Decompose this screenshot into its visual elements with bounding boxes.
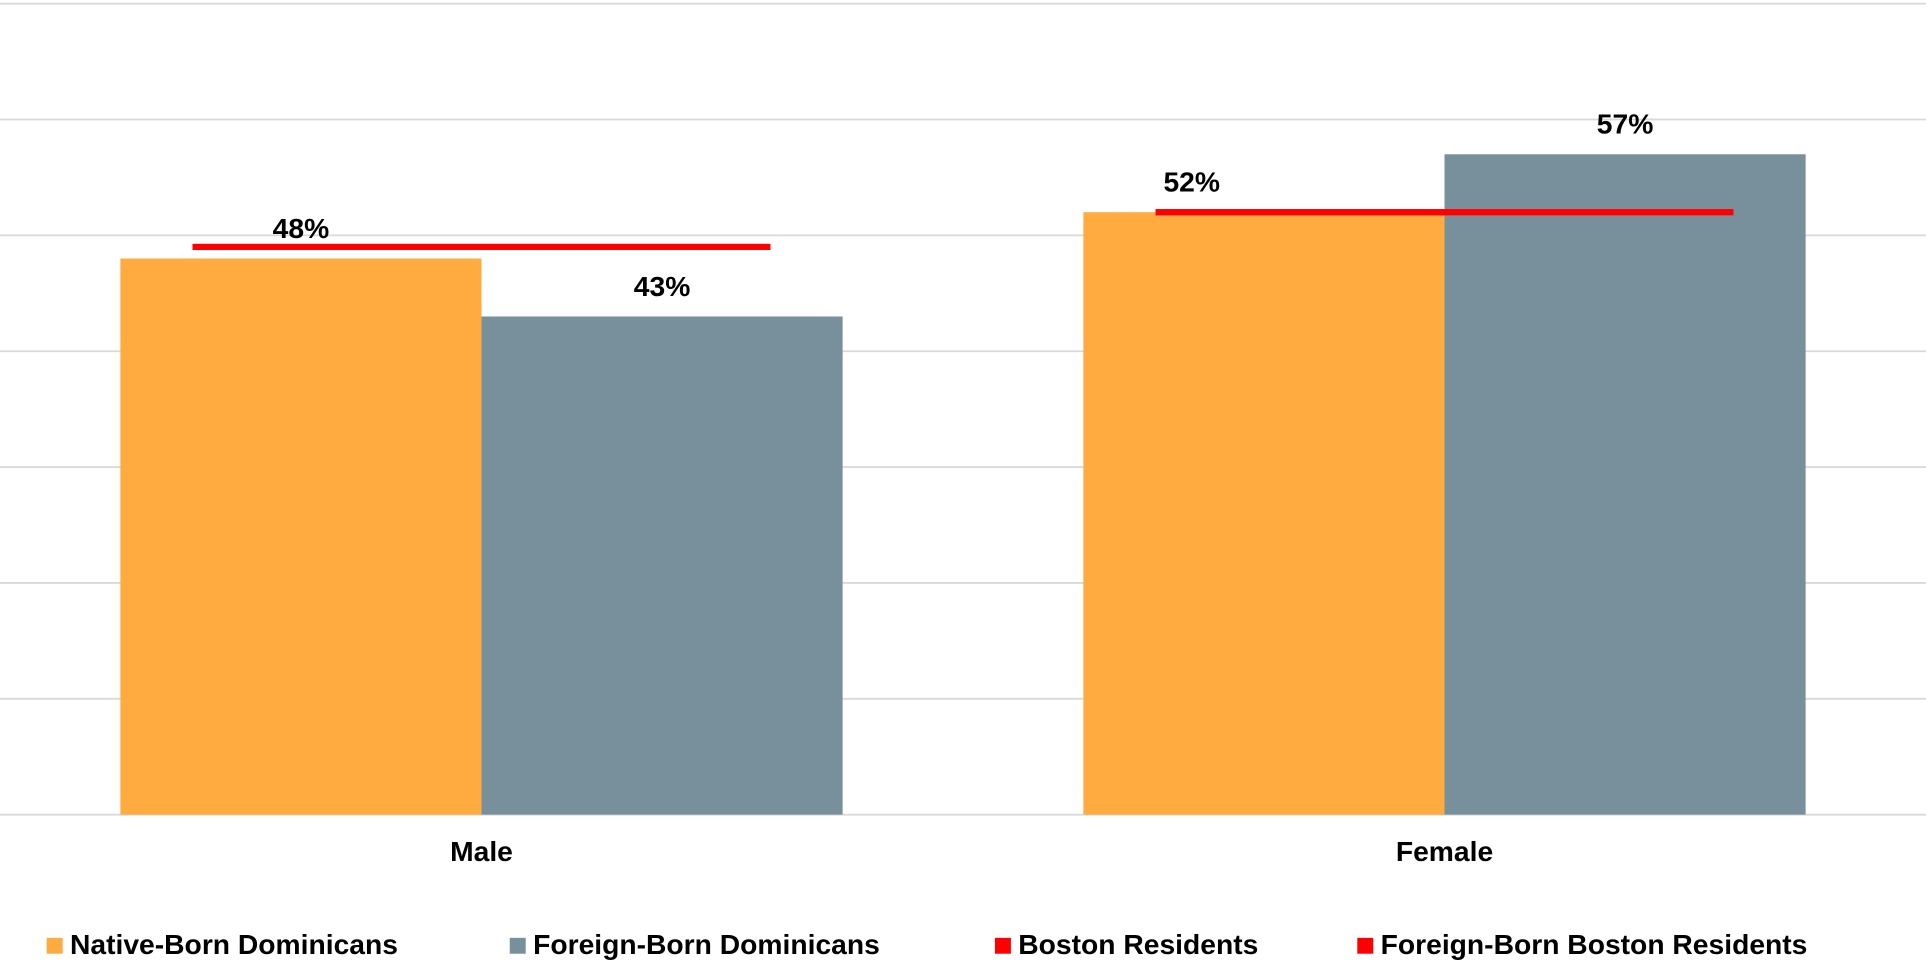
x-tick-label: Male <box>450 836 513 867</box>
data-label: 52% <box>1163 167 1220 198</box>
legend-label: Foreign-Born Boston Residents <box>1381 929 1808 960</box>
legend-swatch <box>509 937 526 954</box>
data-label: 57% <box>1597 109 1654 140</box>
bar <box>120 258 482 815</box>
bar <box>481 316 843 815</box>
bar <box>1083 212 1445 815</box>
data-label: 43% <box>634 271 691 302</box>
legend-label: Foreign-Born Dominicans <box>533 929 880 960</box>
x-tick-label: Female <box>1396 836 1493 867</box>
legend-label: Native-Born Dominicans <box>70 929 398 960</box>
legend-swatch <box>1357 937 1374 954</box>
legend-label: Boston Residents <box>1018 929 1258 960</box>
bar <box>1444 154 1806 815</box>
data-label: 48% <box>273 213 330 244</box>
legend-swatch <box>46 937 63 954</box>
legend-swatch <box>994 937 1011 954</box>
